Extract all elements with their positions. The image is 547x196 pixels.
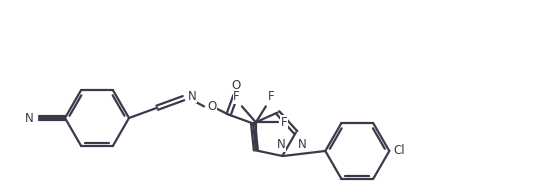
Text: F: F <box>268 90 275 103</box>
Text: O: O <box>207 100 216 113</box>
Text: N: N <box>25 112 34 124</box>
Text: F: F <box>281 116 288 129</box>
Text: Cl: Cl <box>393 144 405 157</box>
Text: F: F <box>233 90 240 103</box>
Text: N: N <box>277 138 286 151</box>
Text: N: N <box>188 90 196 103</box>
Text: O: O <box>232 79 241 92</box>
Text: N: N <box>298 138 306 151</box>
